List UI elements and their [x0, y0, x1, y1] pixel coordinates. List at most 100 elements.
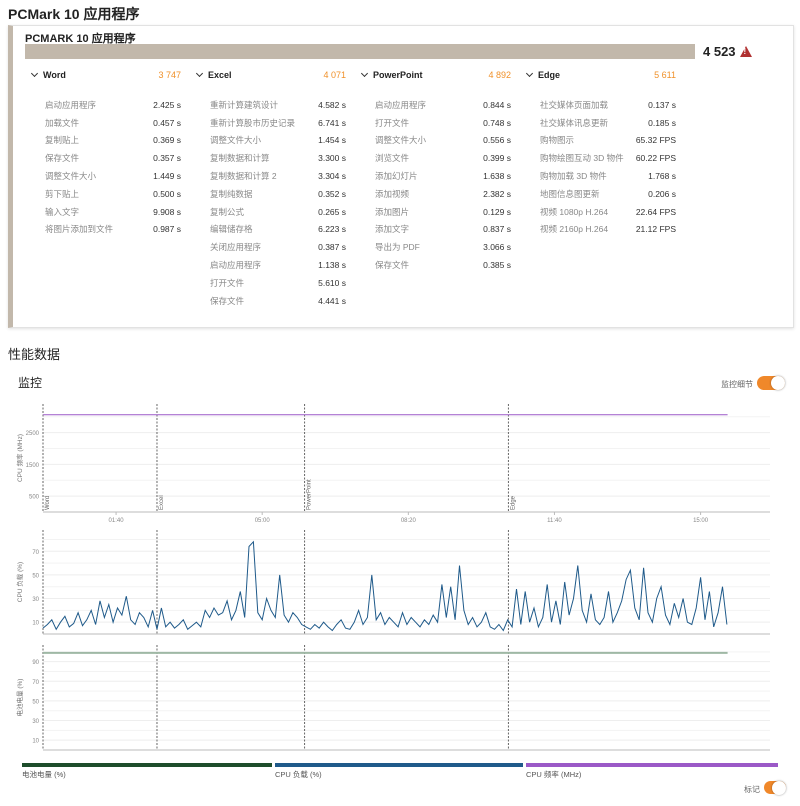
- legend-swatch-cpu-load[interactable]: [275, 763, 523, 767]
- series-line[interactable]: [42, 540, 728, 632]
- group-header[interactable]: Excel 4 071: [195, 69, 346, 84]
- test-result: 1.138 s: [318, 260, 346, 271]
- test-result: 1.768 s: [648, 171, 676, 182]
- test-row: 重新计算建筑设计 4.582 s: [196, 96, 346, 114]
- test-result: 22.64 FPS: [635, 206, 676, 217]
- page-title: PCMark 10 应用程序: [8, 6, 140, 22]
- test-name: 地图信息图更新: [540, 188, 600, 199]
- test-name: 添加文字: [375, 224, 410, 235]
- test-name: 保存文件: [375, 260, 410, 271]
- legend-swatch-cpu-freq[interactable]: [526, 763, 778, 767]
- test-name: 复制贴上: [45, 135, 80, 146]
- y-tick-label: 30: [32, 719, 39, 725]
- test-result: 2.382 s: [483, 188, 511, 199]
- test-result: 21.12 FPS: [635, 224, 676, 235]
- test-result: 0.556 s: [483, 135, 511, 146]
- test-row: 打开文件 5.610 s: [196, 274, 346, 292]
- total-score: 4 523: [703, 44, 752, 59]
- x-tick-label: 08:20: [401, 518, 417, 524]
- test-result: 0.369 s: [153, 135, 181, 146]
- test-name: 编辑储存格: [210, 224, 253, 235]
- test-row: 保存文件 0.385 s: [361, 256, 511, 274]
- group-name: Edge: [538, 70, 561, 80]
- marker-label: Edge: [510, 495, 516, 510]
- score-card: [8, 25, 794, 328]
- test-result: 0.844 s: [483, 99, 511, 110]
- details-toggle[interactable]: [757, 376, 785, 390]
- test-result: 0.399 s: [483, 153, 511, 164]
- test-result: 65.32 FPS: [635, 135, 676, 146]
- marker-label: Excel: [159, 495, 165, 510]
- legend-label-cpu-freq: CPU 频率 (MHz): [526, 770, 582, 779]
- test-row: 复制数据和计算 3.300 s: [196, 149, 346, 167]
- chevron-down-icon[interactable]: [525, 69, 534, 78]
- test-name: 启动应用程序: [375, 99, 427, 110]
- test-name: 输入文字: [45, 206, 80, 217]
- test-result: 0.748 s: [483, 117, 511, 128]
- test-row: 启动应用程序 1.138 s: [196, 256, 346, 274]
- test-row: 复制数据和计算 2 3.304 s: [196, 167, 346, 185]
- test-result: 0.500 s: [153, 188, 181, 199]
- test-name: 将图片添加到文件: [45, 224, 114, 235]
- test-name: 社交媒体页面加载: [540, 99, 609, 110]
- test-name: 启动应用程序: [45, 99, 97, 110]
- group-score: 5 611: [654, 70, 676, 80]
- chart-1: 10 30 50 70 CPU 负载 (%): [15, 530, 770, 635]
- test-row: 保存文件 0.357 s: [31, 149, 181, 167]
- monitor-title: 监控: [18, 376, 43, 390]
- group-header[interactable]: Word 3 747: [30, 69, 181, 84]
- score-bar: [25, 44, 695, 59]
- test-row: 添加视频 2.382 s: [361, 185, 511, 203]
- test-result: 2.425 s: [153, 99, 181, 110]
- test-row: 保存文件 4.441 s: [196, 292, 346, 310]
- test-name: 添加幻灯片: [375, 171, 418, 182]
- test-result: 0.357 s: [153, 153, 181, 164]
- test-name: 重新计算建筑设计: [210, 99, 279, 110]
- test-result: 0.385 s: [483, 260, 511, 271]
- chevron-down-icon[interactable]: [360, 69, 369, 78]
- y-tick-label: 10: [32, 739, 39, 745]
- group-edge: Edge 5 611 社交媒体页面加载 0.137 s 社交媒体讯息更新 0.185 s 购…: [525, 69, 676, 238]
- test-result: 6.741 s: [318, 117, 346, 128]
- test-name: 浏览文件: [375, 153, 410, 164]
- test-row: 编辑储存格 6.223 s: [196, 221, 346, 239]
- test-result: 5.610 s: [318, 277, 346, 288]
- test-name: 打开文件: [375, 117, 410, 128]
- group-excel: Excel 4 071 重新计算建筑设计 4.582 s 重新计算股市历史记录 6.741…: [195, 69, 346, 310]
- chevron-down-icon[interactable]: [195, 69, 204, 78]
- section-title: 性能数据: [8, 347, 61, 362]
- test-result: 9.908 s: [153, 206, 181, 217]
- test-result: 1.454 s: [318, 135, 346, 146]
- test-row: 添加图片 0.129 s: [361, 203, 511, 221]
- test-row: 地图信息图更新 0.206 s: [526, 185, 676, 203]
- y-tick-label: 50: [32, 699, 39, 705]
- y-tick-label: 70: [32, 680, 39, 686]
- test-row: 剪下贴上 0.500 s: [31, 185, 181, 203]
- y-axis-label: CPU 负载 (%): [15, 562, 24, 602]
- x-tick-label: 01:40: [109, 518, 125, 524]
- test-name: 关闭应用程序: [210, 242, 262, 253]
- test-name: 剪下贴上: [45, 188, 80, 199]
- test-result: 0.457 s: [153, 117, 181, 128]
- test-row: 调整文件大小 0.556 s: [361, 132, 511, 150]
- test-row: 打开文件 0.748 s: [361, 114, 511, 132]
- chevron-down-icon[interactable]: [30, 69, 39, 78]
- test-row: 视频 1080p H.264 22.64 FPS: [526, 203, 676, 221]
- test-result: 6.223 s: [318, 224, 346, 235]
- test-result: 0.137 s: [648, 99, 676, 110]
- y-axis-label: 电池电量 (%): [15, 679, 24, 717]
- markers-toggle[interactable]: [764, 781, 786, 795]
- group-header[interactable]: PowerPoint 4 892: [360, 69, 511, 84]
- legend-swatch-battery[interactable]: [22, 763, 272, 767]
- group-header[interactable]: Edge 5 611: [525, 69, 676, 84]
- test-name: 添加视频: [375, 188, 410, 199]
- y-tick-label: 70: [32, 550, 39, 556]
- test-name: 打开文件: [210, 277, 245, 288]
- test-name: 复制数据和计算 2: [210, 171, 277, 182]
- test-name: 添加图片: [375, 206, 410, 217]
- test-result: 0.206 s: [648, 188, 676, 199]
- x-tick-label: 15:00: [693, 518, 709, 524]
- warning-triangle-icon[interactable]: [739, 46, 752, 57]
